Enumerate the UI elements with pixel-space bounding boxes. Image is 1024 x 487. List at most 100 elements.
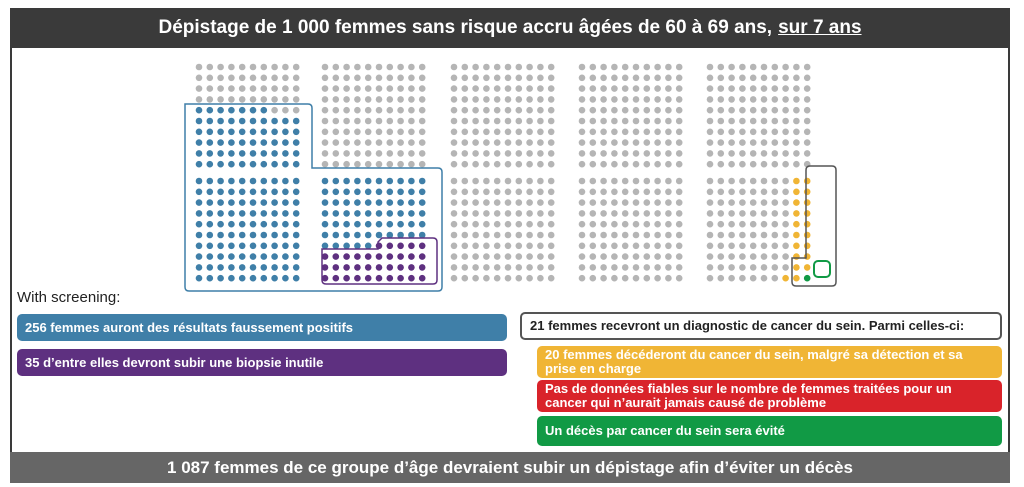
woman-dot xyxy=(589,231,597,239)
woman-dot xyxy=(717,128,725,136)
woman-dot xyxy=(665,231,672,239)
woman-dot xyxy=(526,274,533,282)
woman-dot xyxy=(504,117,512,125)
woman-dot xyxy=(793,106,800,114)
woman-dot xyxy=(706,128,714,136)
woman-dot xyxy=(483,231,490,239)
woman-dot xyxy=(728,74,735,82)
woman-dot xyxy=(504,274,512,282)
woman-dot xyxy=(611,253,618,260)
woman-dot xyxy=(354,253,361,260)
woman-dot xyxy=(643,253,651,260)
woman-dot xyxy=(386,85,394,92)
woman-dot xyxy=(195,160,203,168)
woman-dot xyxy=(228,188,235,196)
woman-dot xyxy=(282,74,289,82)
woman-dot xyxy=(675,63,683,71)
woman-dot xyxy=(782,117,789,125)
woman-dot xyxy=(238,106,246,114)
woman-dot xyxy=(292,242,300,250)
woman-dot xyxy=(450,63,458,71)
woman-dot xyxy=(206,106,214,114)
woman-dot xyxy=(793,210,800,217)
woman-dot xyxy=(739,117,746,125)
woman-dot xyxy=(578,106,586,114)
overdiagnosis-text: Pas de données fiables sur le nombre de … xyxy=(545,381,952,410)
woman-dot xyxy=(386,253,394,260)
woman-dot xyxy=(537,139,544,146)
woman-dot xyxy=(332,199,340,206)
woman-dot xyxy=(461,210,469,217)
woman-dot xyxy=(292,231,300,239)
woman-dot xyxy=(217,160,224,168)
woman-dot xyxy=(665,106,672,114)
woman-dot xyxy=(364,160,372,168)
woman-dot xyxy=(354,274,361,282)
woman-dot xyxy=(515,220,523,228)
woman-dot xyxy=(632,150,640,157)
woman-dot xyxy=(515,160,523,168)
woman-dot xyxy=(665,139,672,146)
woman-dot xyxy=(632,139,640,146)
woman-dot xyxy=(343,128,350,136)
woman-dot xyxy=(228,128,235,136)
woman-dot xyxy=(675,274,683,282)
woman-dot xyxy=(354,150,361,157)
woman-dot xyxy=(760,242,768,250)
woman-dot xyxy=(706,85,714,92)
woman-dot xyxy=(206,220,214,228)
woman-dot xyxy=(621,242,629,250)
woman-dot xyxy=(292,160,300,168)
woman-dot xyxy=(375,117,383,125)
woman-dot xyxy=(621,177,629,185)
woman-dot xyxy=(364,242,372,250)
woman-dot xyxy=(282,96,289,103)
woman-dot xyxy=(504,242,512,250)
woman-dot xyxy=(600,177,607,185)
woman-dot xyxy=(354,85,361,92)
woman-dot xyxy=(782,160,789,168)
woman-dot xyxy=(611,199,618,206)
woman-dot xyxy=(803,253,811,260)
woman-dot xyxy=(354,264,361,271)
woman-dot xyxy=(249,210,257,217)
woman-dot xyxy=(515,274,523,282)
woman-dot xyxy=(228,264,235,271)
woman-dot xyxy=(675,199,683,206)
woman-dot xyxy=(375,160,383,168)
woman-dot xyxy=(515,150,523,157)
woman-dot xyxy=(600,210,607,217)
woman-dot xyxy=(461,150,469,157)
woman-dot xyxy=(386,128,394,136)
woman-dot xyxy=(450,188,458,196)
woman-dot xyxy=(654,117,661,125)
woman-dot xyxy=(749,274,757,282)
woman-dot xyxy=(749,150,757,157)
woman-dot xyxy=(515,117,523,125)
woman-dot xyxy=(706,139,714,146)
woman-dot xyxy=(717,188,725,196)
woman-dot xyxy=(461,85,469,92)
woman-dot xyxy=(386,231,394,239)
woman-dot xyxy=(728,150,735,157)
woman-dot xyxy=(343,242,350,250)
woman-dot xyxy=(621,253,629,260)
woman-dot xyxy=(292,177,300,185)
woman-dot xyxy=(354,139,361,146)
woman-dot xyxy=(749,117,757,125)
woman-dot xyxy=(589,117,597,125)
woman-dot xyxy=(578,63,586,71)
woman-dot xyxy=(600,199,607,206)
woman-dot xyxy=(706,177,714,185)
woman-dot xyxy=(195,177,203,185)
woman-dot xyxy=(493,274,501,282)
woman-dot xyxy=(249,264,257,271)
woman-dot xyxy=(654,220,661,228)
woman-dot xyxy=(578,150,586,157)
woman-dot xyxy=(375,220,383,228)
woman-dot xyxy=(408,117,415,125)
woman-dot xyxy=(654,274,661,282)
woman-dot xyxy=(493,139,501,146)
woman-dot xyxy=(537,210,544,217)
woman-dot xyxy=(665,128,672,136)
